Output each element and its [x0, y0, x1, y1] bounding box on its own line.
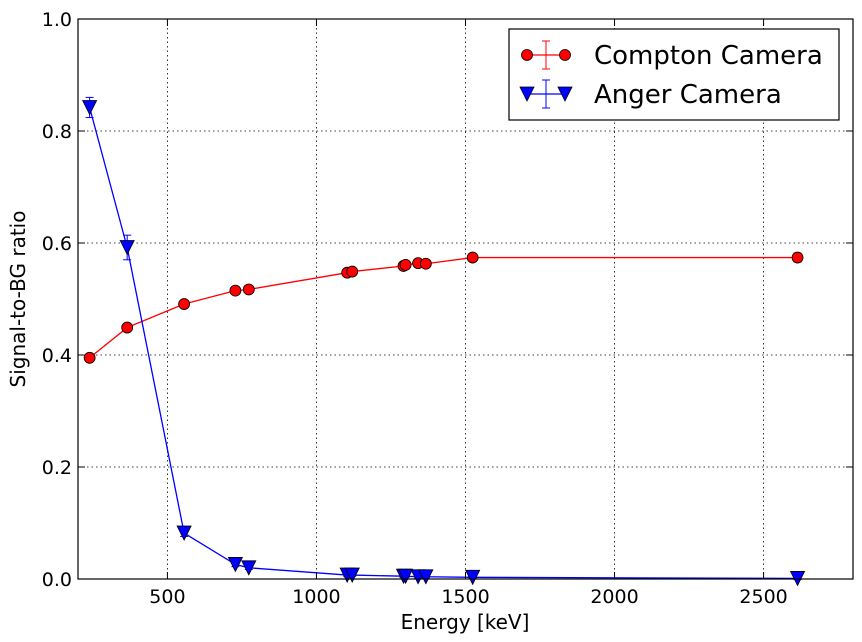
data-point — [81, 100, 98, 116]
grid — [78, 19, 853, 579]
legend-marker — [521, 49, 533, 61]
data-point — [178, 298, 191, 310]
x-tick-label: 2000 — [590, 586, 638, 608]
legend-label: Compton Camera — [594, 41, 823, 71]
data-point — [176, 525, 192, 541]
data-point — [83, 351, 96, 364]
legend-marker — [519, 86, 535, 102]
data-point — [241, 560, 257, 576]
legend-marker — [557, 86, 573, 102]
y-tick-label: 0.4 — [42, 345, 72, 367]
data-point — [242, 283, 255, 296]
data-point — [418, 569, 434, 585]
y-tick-label: 0.0 — [42, 569, 72, 591]
y-axis-label: Signal-to-BG ratio — [6, 211, 30, 388]
data-point — [399, 258, 412, 271]
x-tick-label: 1500 — [441, 586, 489, 608]
y-tick-label: 0.8 — [42, 121, 72, 143]
x-tick-label: 1000 — [292, 586, 340, 608]
legend-frame — [508, 28, 840, 121]
data-point — [121, 321, 134, 334]
data-point — [791, 251, 804, 264]
series-0 — [83, 251, 804, 364]
data-point — [466, 251, 479, 264]
legend: Compton Camera Anger Camera — [508, 28, 840, 121]
legend-entry: Compton Camera — [521, 40, 823, 71]
ticks: 500 1000 1500 2000 2500 0.0 0.2 0.4 0.6 0.8 1.0 — [42, 9, 853, 608]
legend-label: Anger Camera — [594, 80, 782, 110]
data-point — [465, 569, 481, 586]
x-tick-label: 500 — [149, 586, 185, 608]
x-tick-label: 2500 — [739, 586, 787, 608]
legend-entry: Anger Camera — [519, 79, 782, 110]
data-point — [419, 257, 432, 270]
y-tick-label: 1.0 — [42, 9, 72, 31]
data-point — [397, 568, 414, 585]
data-point — [227, 557, 244, 573]
legend-marker — [559, 49, 571, 61]
x-axis-label: Energy [keV] — [401, 610, 530, 634]
data-point — [346, 265, 359, 278]
y-tick-label: 0.2 — [42, 457, 72, 479]
data-point — [344, 567, 360, 583]
y-tick-label: 0.6 — [42, 233, 72, 255]
data-point — [119, 240, 135, 256]
data-point — [229, 284, 242, 297]
